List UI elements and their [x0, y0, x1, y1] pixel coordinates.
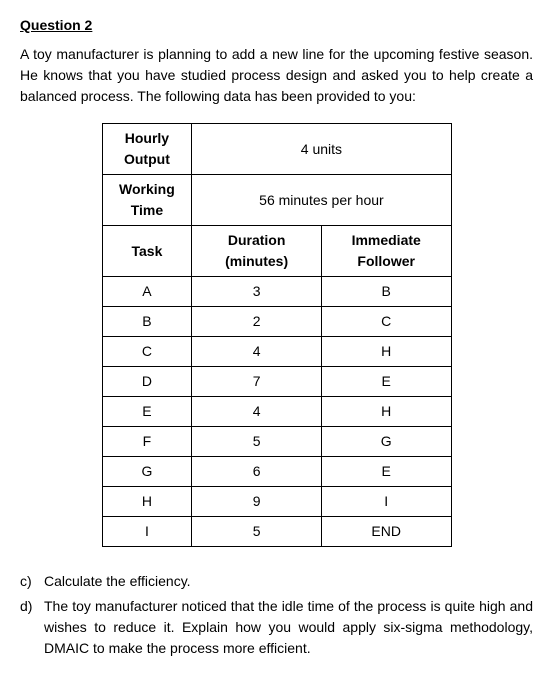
table-row: B2C	[102, 307, 451, 337]
table-row: H9I	[102, 487, 451, 517]
label-line: Immediate	[332, 230, 441, 251]
table-header-row: Task Duration (minutes) Immediate Follow…	[102, 226, 451, 277]
table-row: F5G	[102, 427, 451, 457]
label-line: Output	[113, 149, 182, 170]
intro-paragraph: A toy manufacturer is planning to add a …	[20, 44, 533, 107]
follower-cell: E	[321, 457, 451, 487]
table-row: G6E	[102, 457, 451, 487]
follower-cell: G	[321, 427, 451, 457]
follower-cell: H	[321, 397, 451, 427]
question-c: c) Calculate the efficiency.	[20, 571, 533, 592]
question-c-text: Calculate the efficiency.	[44, 571, 533, 592]
label-line: Duration	[202, 230, 311, 251]
task-cell: F	[102, 427, 192, 457]
label-line: Follower	[332, 251, 441, 272]
follower-cell: I	[321, 487, 451, 517]
table-row: C4H	[102, 337, 451, 367]
table-row: E4H	[102, 397, 451, 427]
follower-cell: C	[321, 307, 451, 337]
duration-cell: 2	[192, 307, 322, 337]
duration-cell: 5	[192, 517, 322, 547]
task-cell: I	[102, 517, 192, 547]
task-cell: C	[102, 337, 192, 367]
table-row: A3B	[102, 277, 451, 307]
data-table-container: Hourly Output 4 units Working Time 56 mi…	[102, 123, 452, 547]
question-d-marker: d)	[20, 596, 44, 659]
label-line: (minutes)	[202, 251, 311, 272]
task-cell: A	[102, 277, 192, 307]
task-cell: E	[102, 397, 192, 427]
hourly-output-label: Hourly Output	[102, 124, 192, 175]
duration-cell: 4	[192, 397, 322, 427]
follower-cell: E	[321, 367, 451, 397]
label-line: Time	[113, 200, 182, 221]
table-row: I5END	[102, 517, 451, 547]
label-line: Working	[113, 179, 182, 200]
follower-cell: B	[321, 277, 451, 307]
task-cell: B	[102, 307, 192, 337]
follower-cell: END	[321, 517, 451, 547]
hourly-output-value: 4 units	[192, 124, 451, 175]
table-row: D7E	[102, 367, 451, 397]
label-line: Hourly	[113, 128, 182, 149]
question-header: Question 2	[20, 15, 533, 36]
duration-cell: 7	[192, 367, 322, 397]
follower-column-header: Immediate Follower	[321, 226, 451, 277]
data-table: Hourly Output 4 units Working Time 56 mi…	[102, 123, 452, 547]
follower-cell: H	[321, 337, 451, 367]
task-cell: D	[102, 367, 192, 397]
duration-cell: 3	[192, 277, 322, 307]
questions-section: c) Calculate the efficiency. d) The toy …	[20, 571, 533, 659]
table-row-hourly: Hourly Output 4 units	[102, 124, 451, 175]
question-c-marker: c)	[20, 571, 44, 592]
duration-cell: 6	[192, 457, 322, 487]
working-time-label: Working Time	[102, 175, 192, 226]
question-d-text: The toy manufacturer noticed that the id…	[44, 596, 533, 659]
duration-cell: 4	[192, 337, 322, 367]
task-column-header: Task	[102, 226, 192, 277]
task-cell: G	[102, 457, 192, 487]
duration-column-header: Duration (minutes)	[192, 226, 322, 277]
working-time-value: 56 minutes per hour	[192, 175, 451, 226]
task-cell: H	[102, 487, 192, 517]
table-row-working: Working Time 56 minutes per hour	[102, 175, 451, 226]
question-d: d) The toy manufacturer noticed that the…	[20, 596, 533, 659]
duration-cell: 5	[192, 427, 322, 457]
duration-cell: 9	[192, 487, 322, 517]
